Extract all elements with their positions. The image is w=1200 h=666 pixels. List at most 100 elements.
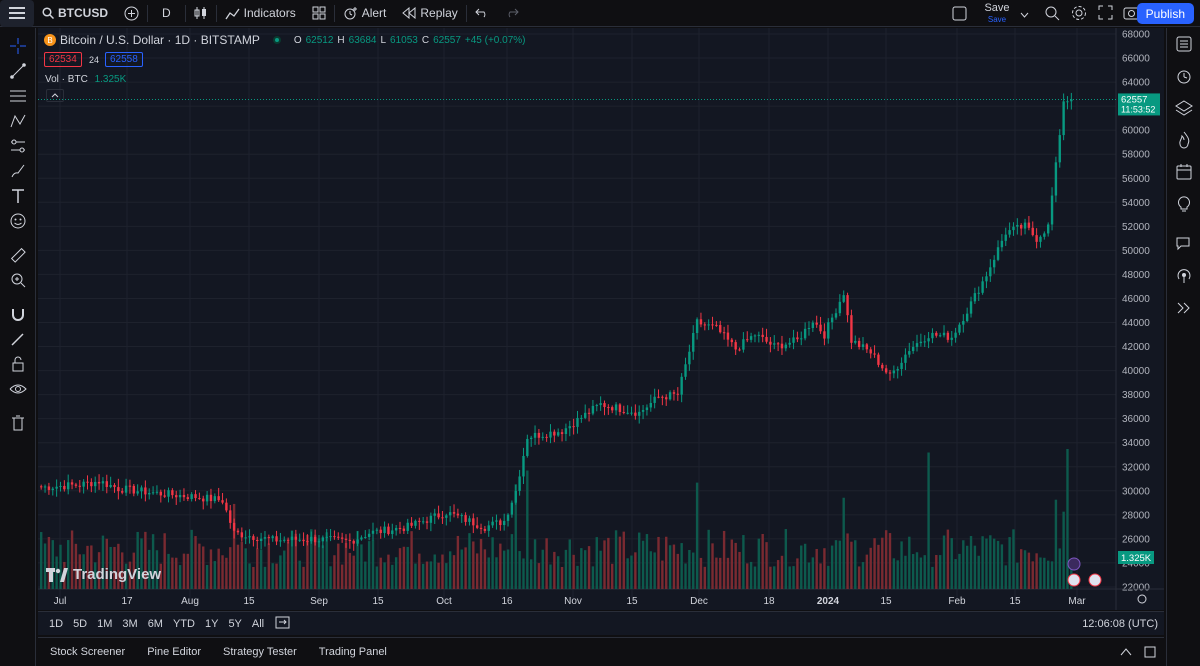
tab-trading-panel[interactable]: Trading Panel — [318, 646, 387, 658]
change-value: +45 (+0.07%) — [464, 34, 526, 46]
goto-date-button[interactable] — [275, 615, 291, 632]
ideas-button[interactable] — [1174, 194, 1194, 214]
settings-button[interactable] — [1071, 5, 1087, 24]
volume-bar — [410, 531, 413, 589]
candle-body — [418, 520, 421, 522]
ask-price-box[interactable]: 62558 — [105, 52, 143, 67]
calendar-button[interactable] — [1174, 162, 1194, 182]
stay-drawing-tool[interactable] — [8, 329, 28, 349]
period-all[interactable]: All — [251, 617, 265, 630]
alert-button[interactable]: Alert — [335, 0, 395, 27]
axis-settings-icon[interactable] — [1137, 594, 1147, 604]
pattern-tool[interactable] — [8, 111, 28, 131]
trendline-icon — [10, 63, 26, 79]
candle-body — [244, 537, 247, 539]
price-chart[interactable]: 6800066000640006200060000580005600054000… — [38, 28, 1164, 610]
candle-body — [834, 313, 838, 318]
indicators-icon — [225, 8, 240, 19]
candle-body — [773, 343, 776, 345]
market-status-icon — [272, 36, 281, 44]
y-tick-label: 44000 — [1122, 318, 1150, 329]
volume-bar — [74, 543, 78, 589]
lightning-event-icon[interactable] — [1067, 557, 1081, 571]
text-tool[interactable] — [8, 186, 28, 206]
interval-button[interactable]: D — [162, 6, 171, 20]
streams-button[interactable] — [1174, 266, 1194, 286]
fullscreen-button[interactable] — [1098, 5, 1113, 23]
indicators-button[interactable]: Indicators — [217, 0, 304, 27]
redo-button[interactable] — [497, 0, 527, 27]
us-flag-event-icon[interactable] — [1088, 573, 1102, 587]
volume-bar — [958, 553, 961, 589]
volume-bar — [904, 555, 907, 589]
period-3m[interactable]: 3M — [122, 617, 138, 630]
emoji-tool[interactable] — [8, 211, 28, 231]
period-1d[interactable]: 1D — [49, 617, 64, 630]
projection-tool[interactable] — [8, 136, 28, 156]
save-button[interactable]: Save Save — [980, 3, 1014, 25]
collapse-legend-button[interactable] — [46, 89, 64, 102]
measure-tool[interactable] — [8, 245, 28, 265]
bid-price-box[interactable]: 62534 — [44, 52, 82, 67]
period-1y[interactable]: 1Y — [204, 617, 219, 630]
chats-button[interactable] — [1174, 234, 1194, 254]
lock-tool[interactable] — [8, 354, 28, 374]
volume-bar — [942, 535, 946, 589]
volume-bar — [518, 551, 521, 589]
watchlist-button[interactable] — [1174, 34, 1194, 54]
period-5y[interactable]: 5Y — [228, 617, 242, 630]
save-dropdown[interactable] — [1020, 8, 1029, 22]
period-ytd[interactable]: YTD — [172, 617, 195, 630]
period-6m[interactable]: 6M — [147, 617, 163, 630]
remove-drawings-tool[interactable] — [8, 413, 28, 433]
candle-body — [1066, 101, 1069, 103]
candle-body — [568, 426, 571, 429]
tab-stock-screener[interactable]: Stock Screener — [50, 646, 126, 658]
candle-body — [1050, 195, 1054, 225]
us-flag-event-icon[interactable] — [1067, 573, 1081, 587]
clock-display[interactable]: 12:06:08 (UTC) — [1082, 617, 1158, 630]
divider — [333, 4, 335, 22]
x-tick-label: Jul — [54, 596, 67, 607]
candle-body — [506, 514, 510, 521]
symbol-title[interactable]: Bitcoin / U.S. Dollar · 1D · BITSTAMP — [60, 33, 260, 47]
candle-body — [1070, 99, 1073, 102]
rewind-icon — [402, 7, 416, 19]
publish-button[interactable]: Publish — [1136, 3, 1194, 24]
maximize-panel-button[interactable] — [1144, 646, 1156, 661]
replay-button[interactable]: Replay — [394, 0, 465, 27]
crosshair-tool[interactable] — [8, 36, 28, 56]
candle-body — [229, 510, 232, 523]
zoom-tool[interactable] — [8, 270, 28, 290]
help-button[interactable] — [1174, 298, 1194, 318]
candle-body — [383, 526, 386, 534]
brush-tool[interactable] — [8, 161, 28, 181]
compare-button[interactable] — [116, 0, 147, 27]
chart-type-button[interactable] — [186, 0, 216, 27]
visibility-tool[interactable] — [8, 379, 28, 399]
magnet-tool[interactable] — [8, 304, 28, 324]
period-1m[interactable]: 1M — [97, 617, 113, 630]
trendline-tool[interactable] — [8, 61, 28, 81]
volume-bar — [502, 550, 506, 589]
layouts-button[interactable] — [304, 0, 334, 27]
object-tree-button[interactable] — [1174, 98, 1194, 118]
undo-button[interactable] — [467, 0, 497, 27]
hotlist-button[interactable] — [1174, 130, 1194, 150]
symbol-search[interactable]: BTCUSD — [34, 0, 116, 27]
quick-search-button[interactable] — [1044, 5, 1060, 24]
alerts-panel-button[interactable] — [1174, 66, 1194, 86]
collapse-panel-button[interactable] — [1120, 647, 1132, 659]
menu-button[interactable] — [0, 0, 34, 27]
candle-body — [182, 494, 186, 498]
fib-tool[interactable] — [8, 86, 28, 106]
volume-label: Vol · BTC — [45, 74, 88, 85]
period-5d[interactable]: 5D — [73, 617, 88, 630]
tab-strategy-tester[interactable]: Strategy Tester — [223, 646, 297, 658]
y-tick-label: 54000 — [1122, 198, 1150, 209]
tab-pine-editor[interactable]: Pine Editor — [147, 646, 202, 658]
candle-body — [734, 342, 737, 350]
candle-body — [607, 407, 610, 409]
chart-pane[interactable] — [38, 28, 1164, 610]
layout-toggle-button[interactable] — [952, 6, 967, 24]
